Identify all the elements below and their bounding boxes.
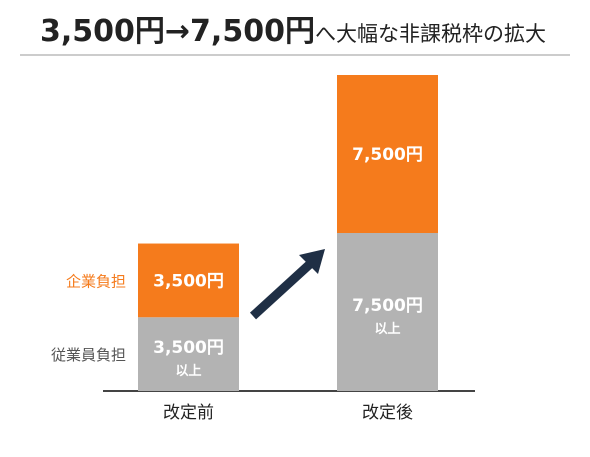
data-label-employee-1: 3,500円: [153, 338, 224, 358]
chart-title-main: 3,500円→7,500円: [40, 14, 315, 49]
increase-arrow-icon: [249, 249, 325, 320]
series-label-employee: 従業員負担: [51, 346, 126, 364]
bar-company-2: [337, 75, 438, 233]
bar-company-1: [138, 243, 239, 318]
arrow-head: [299, 249, 325, 274]
category-label-2: 改定後: [362, 403, 413, 423]
bar-employee-1: [138, 317, 239, 391]
data-label-company-1: 3,500円: [153, 271, 224, 291]
series-label-company: 企業負担: [66, 272, 126, 290]
chart-title: 3,500円→7,500円へ大幅な非課税枠の拡大: [40, 14, 546, 49]
data-sublabel-1: 以上: [175, 364, 201, 379]
chart-title-rest: へ大幅な非課税枠の拡大: [315, 22, 546, 46]
data-sublabel-2: 以上: [374, 322, 400, 337]
bar-employee-2: [337, 233, 438, 391]
data-label-company-2: 7,500円: [352, 145, 423, 165]
chart-marks: 3,500円以上3,500円改定前7,500円以上7,500円改定後従業員負担企…: [51, 75, 475, 423]
data-label-employee-2: 7,500円: [352, 296, 423, 316]
arrow-shaft: [249, 260, 314, 320]
category-label-1: 改定前: [163, 403, 214, 423]
